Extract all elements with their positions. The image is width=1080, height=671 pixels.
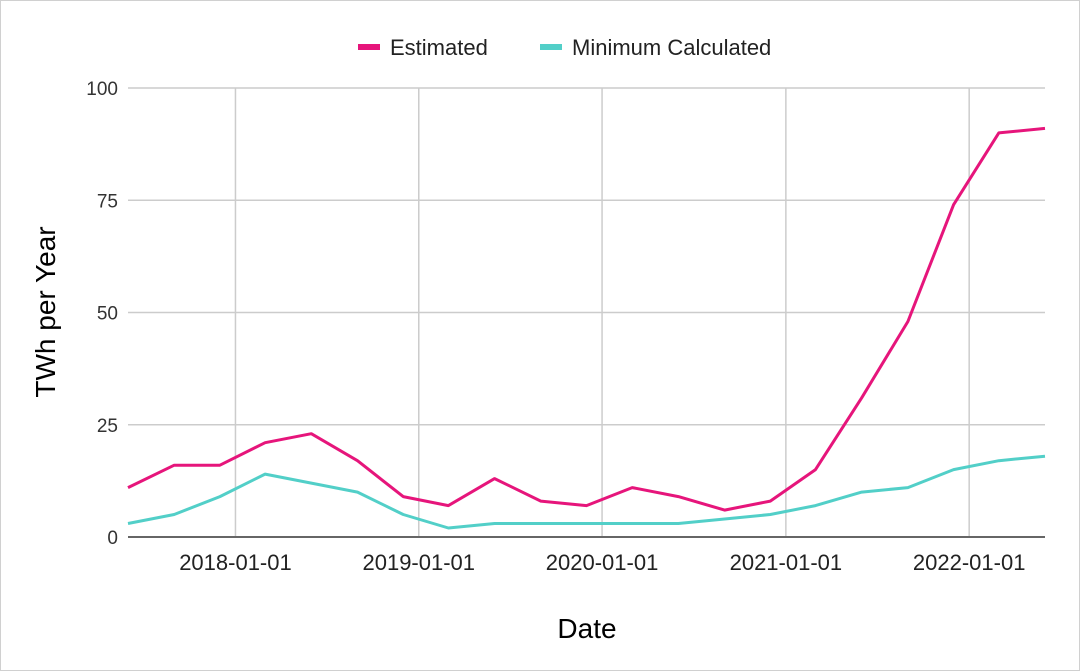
x-tick-label: 2019-01-01 [362,550,475,575]
series-line-estimated [127,126,1046,512]
x-tick-label: 2020-01-01 [546,550,659,575]
y-tick-label: 0 [107,528,118,549]
x-axis-label: Date [557,613,616,644]
x-tick-label: 2021-01-01 [730,550,843,575]
legend: Estimated Minimum Calculated [358,35,771,60]
x-tick-label: 2022-01-01 [913,550,1026,575]
series-lines [127,126,1046,530]
x-axis-ticks: 2018-01-01 2019-01-01 2020-01-01 2021-01-01… [179,550,1025,575]
y-tick-label: 75 [97,191,118,212]
y-tick-label: 50 [97,304,118,325]
y-tick-label: 25 [97,416,118,437]
x-tick-label: 2018-01-01 [179,550,292,575]
legend-label: Minimum Calculated [572,35,771,60]
y-axis-ticks: 0 25 50 75 100 [86,79,118,549]
y-tick-label: 100 [86,79,118,100]
y-axis-label: TWh per Year [30,226,61,397]
series-line-minimum-calculated [127,454,1046,530]
grid [128,87,1045,538]
legend-label: Estimated [390,35,488,60]
